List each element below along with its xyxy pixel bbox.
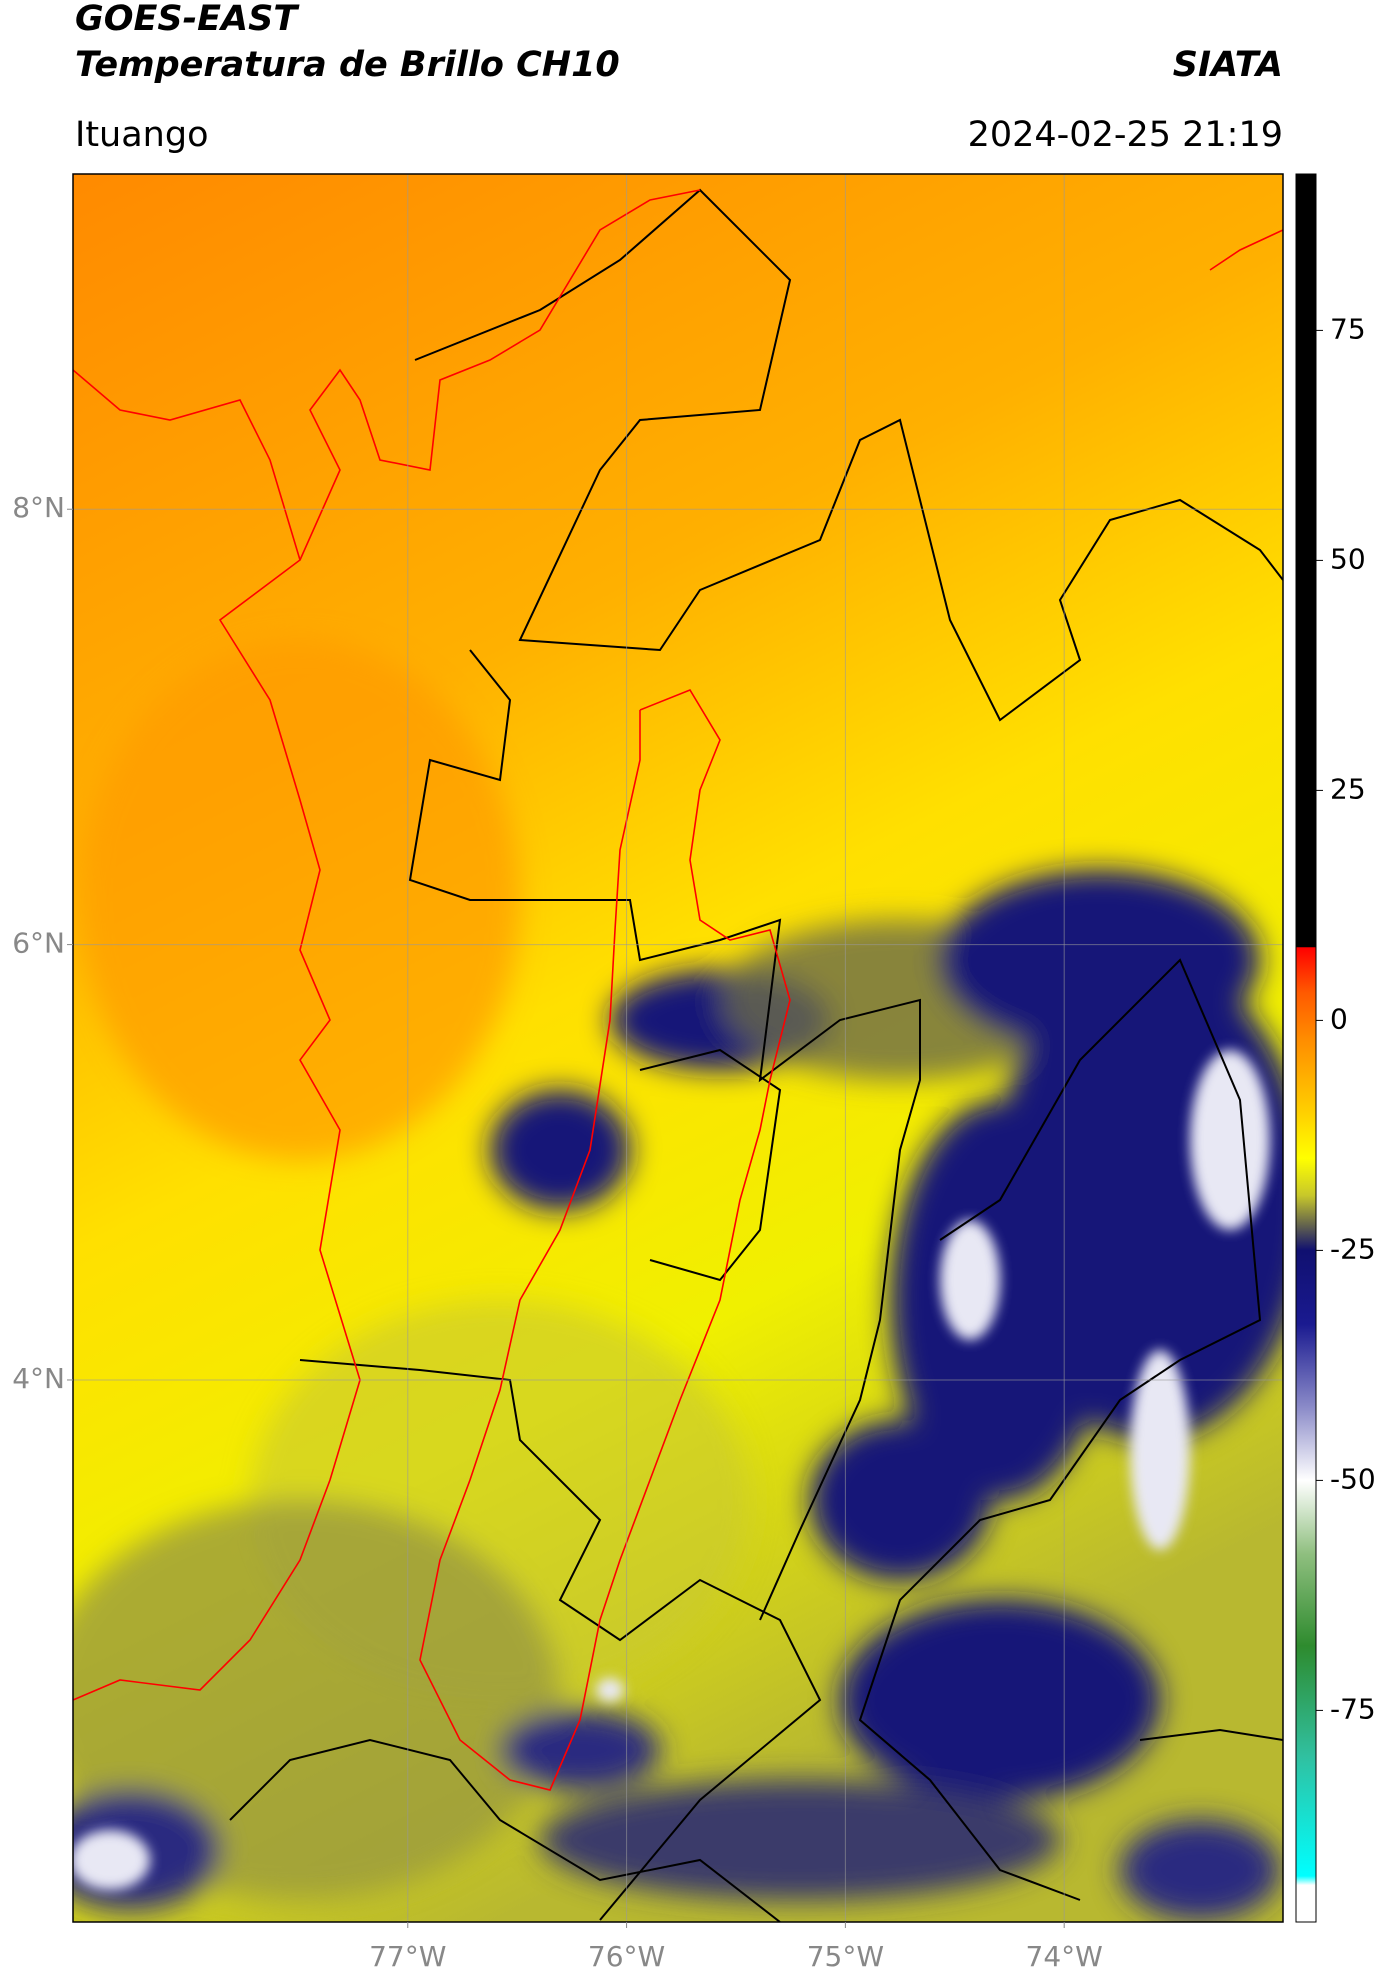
region: Ituango: [75, 115, 209, 155]
map-frame: [72, 173, 1284, 1923]
colorbar-tick-label: 0: [1330, 1002, 1348, 1035]
map-image: [73, 174, 1283, 1922]
y-tick-label: 8°N: [12, 491, 65, 524]
subtitle: Temperatura de Brillo CH10: [75, 45, 620, 85]
colorbar-tick-label: -25: [1330, 1232, 1376, 1265]
source: SIATA: [1173, 45, 1283, 85]
datetime: 2024-02-25 21:19: [968, 115, 1283, 155]
x-tick-label: 74°W: [1026, 1940, 1103, 1973]
y-tick-label: 6°N: [12, 927, 65, 960]
colorbar-tick-label: -75: [1330, 1692, 1376, 1725]
x-tick-label: 75°W: [807, 1940, 884, 1973]
title: GOES-EAST: [75, 0, 300, 39]
colorbar-tick-label: 50: [1330, 542, 1366, 575]
colorbar-tick-label: 25: [1330, 772, 1366, 805]
colorbar: [1295, 173, 1317, 1923]
colorbar-tick-label: 75: [1330, 312, 1366, 345]
x-tick-label: 77°W: [369, 1940, 446, 1973]
x-tick-label: 76°W: [588, 1940, 665, 1973]
colorbar-tick-label: -50: [1330, 1462, 1376, 1495]
y-tick-label: 4°N: [12, 1362, 65, 1395]
